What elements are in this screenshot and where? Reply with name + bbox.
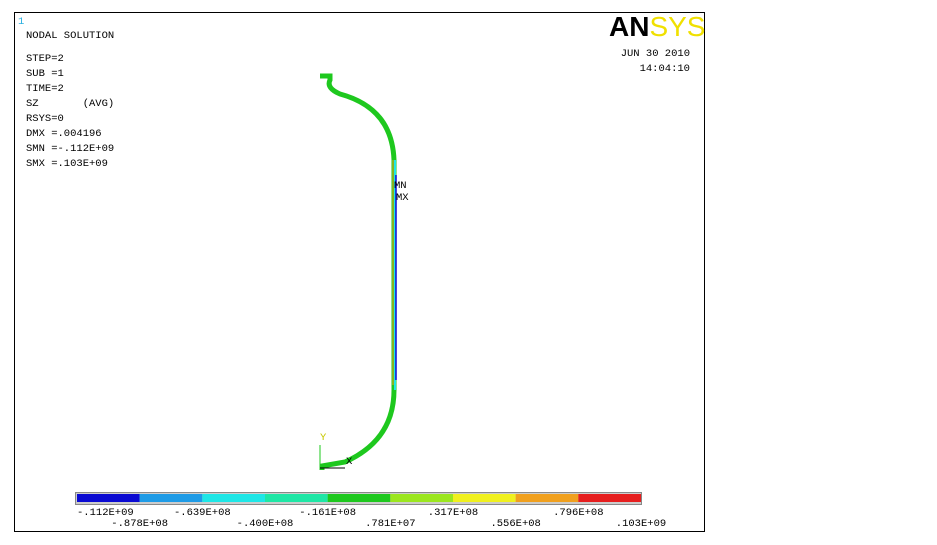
rim-section: [319, 73, 397, 470]
legend-label: -.878E+08: [111, 518, 168, 530]
info-block: NODAL SOLUTION STEP=2 SUB =1 TIME=2 SZ (AVG)…: [26, 30, 114, 170]
legend-label: .796E+08: [553, 507, 603, 519]
legend-swatch: [327, 494, 391, 502]
axis-x-label: X: [346, 456, 353, 468]
info-line: DMX =.004196: [26, 128, 102, 140]
info-line: TIME=2: [26, 83, 64, 95]
info-line: SMN =-.112E+09: [26, 143, 114, 155]
logo-right: SYS: [649, 11, 705, 42]
legend-swatch: [265, 494, 328, 502]
legend-swatch: [77, 494, 140, 502]
legend: -.112E+09-.878E+08 -.639E+08 -.400E+08 -.16…: [75, 492, 666, 530]
legend-swatch: [139, 494, 203, 502]
logo: ANSYS: [609, 11, 705, 42]
legend-swatch: [578, 494, 641, 502]
time: 14:04:10: [640, 63, 690, 75]
model: [319, 73, 397, 470]
info-line: SZ (AVG): [26, 98, 114, 110]
info-line: STEP=2: [26, 53, 64, 65]
legend-label: -.400E+08: [237, 518, 294, 530]
legend-swatch: [202, 494, 265, 502]
max-marker: MX: [396, 192, 409, 204]
legend-label: -.112E+09: [77, 507, 134, 519]
legend-label: .103E+09: [616, 518, 666, 530]
window-number: 1: [18, 16, 24, 28]
min-marker: MN: [394, 180, 407, 192]
legend-label: -.161E+08: [299, 507, 356, 519]
legend-label: .556E+08: [490, 518, 540, 530]
date: JUN 30 2010: [621, 48, 690, 60]
info-line: SMX =.103E+09: [26, 158, 108, 170]
info-line: SUB =1: [26, 68, 64, 80]
legend-label: -.639E+08: [174, 507, 231, 519]
info-line: NODAL SOLUTION: [26, 30, 114, 42]
axis-y-label: Y: [320, 432, 327, 444]
legend-label: .317E+08: [428, 507, 478, 519]
legend-swatch: [515, 494, 579, 502]
info-line: RSYS=0: [26, 113, 64, 125]
logo-left: AN: [609, 11, 649, 42]
legend-swatch: [390, 494, 453, 502]
legend-swatch: [453, 494, 516, 502]
legend-label: .781E+07: [365, 518, 415, 530]
